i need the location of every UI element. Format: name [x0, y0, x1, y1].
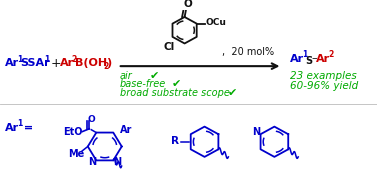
Text: ✔: ✔ — [172, 79, 181, 89]
Text: N: N — [88, 157, 96, 167]
Text: 1: 1 — [44, 55, 49, 64]
Text: Ar: Ar — [290, 54, 305, 64]
Text: S: S — [305, 57, 313, 66]
Text: 2: 2 — [72, 55, 77, 64]
Text: 2: 2 — [328, 50, 333, 59]
Text: R: R — [170, 136, 179, 146]
Text: EtO: EtO — [64, 127, 83, 137]
Text: Me: Me — [68, 149, 84, 159]
Text: +: + — [51, 57, 62, 70]
Text: Ar: Ar — [316, 54, 330, 64]
Text: –: – — [311, 54, 317, 64]
Text: 1: 1 — [17, 55, 22, 64]
Text: 60-96% yield: 60-96% yield — [290, 81, 359, 91]
Text: air: air — [120, 71, 132, 81]
Text: ✔: ✔ — [150, 71, 159, 81]
Text: 23 examples: 23 examples — [290, 71, 357, 81]
Text: 2: 2 — [104, 62, 109, 71]
Text: broad substrate scope: broad substrate scope — [120, 88, 229, 98]
Text: =: = — [20, 123, 33, 132]
Text: O: O — [87, 115, 95, 124]
Text: N: N — [253, 127, 261, 137]
Text: Ar: Ar — [60, 58, 74, 68]
Text: base-free: base-free — [120, 79, 166, 89]
Text: SSAr: SSAr — [20, 58, 50, 68]
Text: OCu: OCu — [206, 18, 226, 27]
Text: 1: 1 — [302, 50, 308, 59]
Text: Ar: Ar — [5, 58, 19, 68]
Text: ,  20 mol%: , 20 mol% — [222, 47, 274, 57]
Text: Ar: Ar — [120, 125, 133, 135]
Text: 1: 1 — [17, 119, 22, 128]
Text: Cl: Cl — [164, 42, 175, 52]
Text: O: O — [183, 0, 192, 9]
Text: B(OH): B(OH) — [75, 58, 112, 68]
Text: ✔: ✔ — [228, 88, 237, 98]
Text: N: N — [113, 157, 121, 167]
Text: Ar: Ar — [5, 123, 19, 132]
